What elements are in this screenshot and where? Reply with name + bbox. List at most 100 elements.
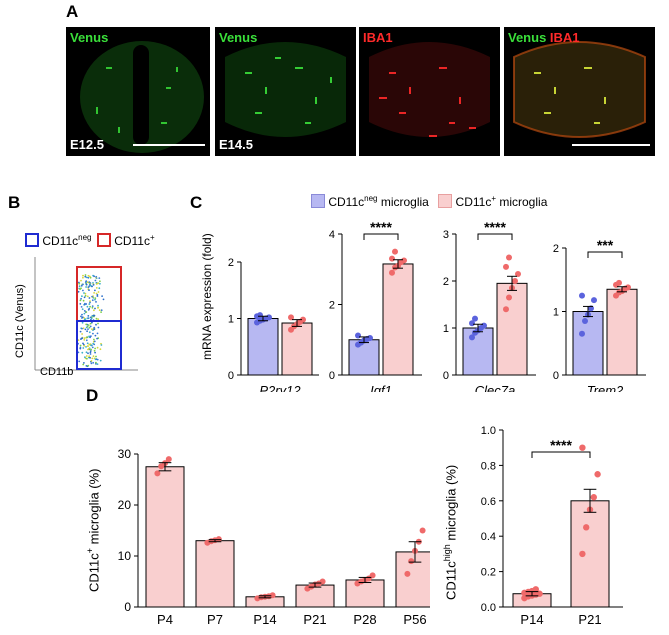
flow-cytometry-plot [34, 257, 138, 371]
data-point [215, 536, 222, 543]
significance-stars: **** [550, 437, 572, 453]
bar [281, 322, 313, 376]
legend-label-pos: CD11c+ [114, 233, 155, 248]
x-tick-label: P14 [520, 612, 543, 627]
x-tick-label: P7 [207, 612, 223, 627]
y-tick-label: 30 [118, 447, 132, 461]
x-tick-label: P14 [253, 612, 276, 627]
chart-igf1: 0 2 4 Igf1 **** [329, 222, 422, 392]
micrograph-e12-5: Venus E12.5 [66, 27, 210, 156]
stage-label: E14.5 [219, 137, 253, 152]
gate-cd11c-neg [76, 320, 122, 370]
data-point [583, 524, 590, 531]
data-point [579, 330, 585, 337]
data-point [408, 558, 415, 565]
data-point [590, 494, 597, 501]
bar [606, 288, 638, 376]
significance-bracket [531, 451, 591, 458]
legend-swatch-pos [438, 194, 453, 208]
bar [348, 339, 380, 376]
gene-label: Trem2 [587, 383, 624, 392]
data-point [503, 263, 509, 270]
y-tick-label: 0.2 [481, 567, 496, 579]
bar [382, 263, 414, 376]
bar [570, 500, 610, 608]
micrograph-e14-5-merge: Venus IBA1 [504, 27, 655, 156]
legend-swatch-pos [96, 233, 111, 247]
y-tick-label: 0.4 [481, 531, 496, 543]
legend-swatch-neg [25, 233, 39, 247]
scale-bar [572, 144, 650, 146]
channel-label-venus: Venus [219, 30, 258, 45]
data-point [257, 312, 263, 319]
bar [247, 318, 279, 376]
y-tick-label: 0 [124, 600, 131, 614]
venus-cells [96, 67, 178, 133]
data-point [503, 306, 509, 313]
data-point [355, 332, 361, 339]
chart-clec7a: 0 1 2 3 Clec7a **** [443, 222, 536, 392]
data-point [269, 592, 276, 599]
data-point [419, 527, 426, 534]
channel-label-venus: Venus [70, 30, 109, 45]
panel-label-a: A [66, 2, 79, 21]
bar [295, 584, 335, 608]
significance-stars: *** [597, 237, 614, 253]
panel-label-b: B [8, 193, 21, 212]
data-point [319, 578, 326, 585]
data-point [616, 279, 622, 286]
micrograph-e14-5-venus: Venus E14.5 [215, 27, 356, 156]
data-point [469, 334, 475, 341]
y-tick-label: 1 [443, 323, 449, 335]
y-tick-label: 0 [329, 370, 335, 382]
x-tick-label: P4 [157, 612, 173, 627]
data-point [404, 570, 411, 577]
y-tick-label: 0.0 [481, 602, 496, 614]
data-point [515, 270, 521, 277]
bar [572, 311, 604, 376]
significance-bracket [477, 233, 513, 240]
flow-legend: CD11cneg CD11c+ [25, 233, 155, 248]
bar [195, 540, 235, 608]
significance-bracket [587, 251, 623, 258]
y-tick-label: 0 [553, 370, 559, 382]
significance-stars: **** [484, 222, 506, 235]
y-tick-label: 1 [228, 314, 234, 326]
panel-label-d: D [86, 386, 99, 405]
x-tick-label: P21 [578, 612, 601, 627]
channel-label-iba1: IBA1 [549, 30, 580, 45]
panel-c-ylabel: mRNA expression (fold) [200, 233, 214, 360]
data-point [536, 590, 543, 597]
panel-d-left-ylabel: CD11c+ microglia (%) [85, 468, 102, 592]
data-point [594, 471, 601, 478]
data-point [582, 318, 588, 325]
y-tick-label: 0.8 [481, 460, 496, 472]
channel-label-iba1: IBA1 [363, 30, 393, 45]
significance-stars: **** [370, 222, 392, 235]
data-point [532, 586, 539, 593]
data-point [506, 254, 512, 261]
panel-d-right-ylabel: CD11chigh microglia (%) [442, 464, 459, 600]
data-point [579, 444, 586, 451]
data-point [591, 297, 597, 304]
gene-label: P2ry12 [259, 383, 301, 392]
data-point [481, 322, 487, 329]
legend-swatch-neg [311, 194, 325, 208]
gene-label: Igf1 [370, 383, 392, 392]
channel-label-venus: Venus [508, 30, 547, 45]
flow-ylabel: CD11c (Venus) [14, 284, 26, 358]
x-tick-label: P56 [403, 612, 426, 627]
bar [462, 327, 494, 376]
y-tick-label: 1 [553, 307, 559, 319]
data-point [472, 315, 478, 322]
panel-label-c: C [190, 193, 203, 212]
data-point [266, 314, 272, 321]
data-point [625, 284, 631, 291]
y-tick-label: 0.6 [481, 496, 496, 508]
legend-label-neg: CD11cneg microglia [328, 194, 429, 209]
data-point [367, 334, 373, 341]
y-tick-label: 2 [228, 257, 234, 269]
scale-bar [133, 144, 205, 146]
gene-label: Clec7a [475, 383, 515, 392]
y-tick-label: 2 [553, 243, 559, 255]
